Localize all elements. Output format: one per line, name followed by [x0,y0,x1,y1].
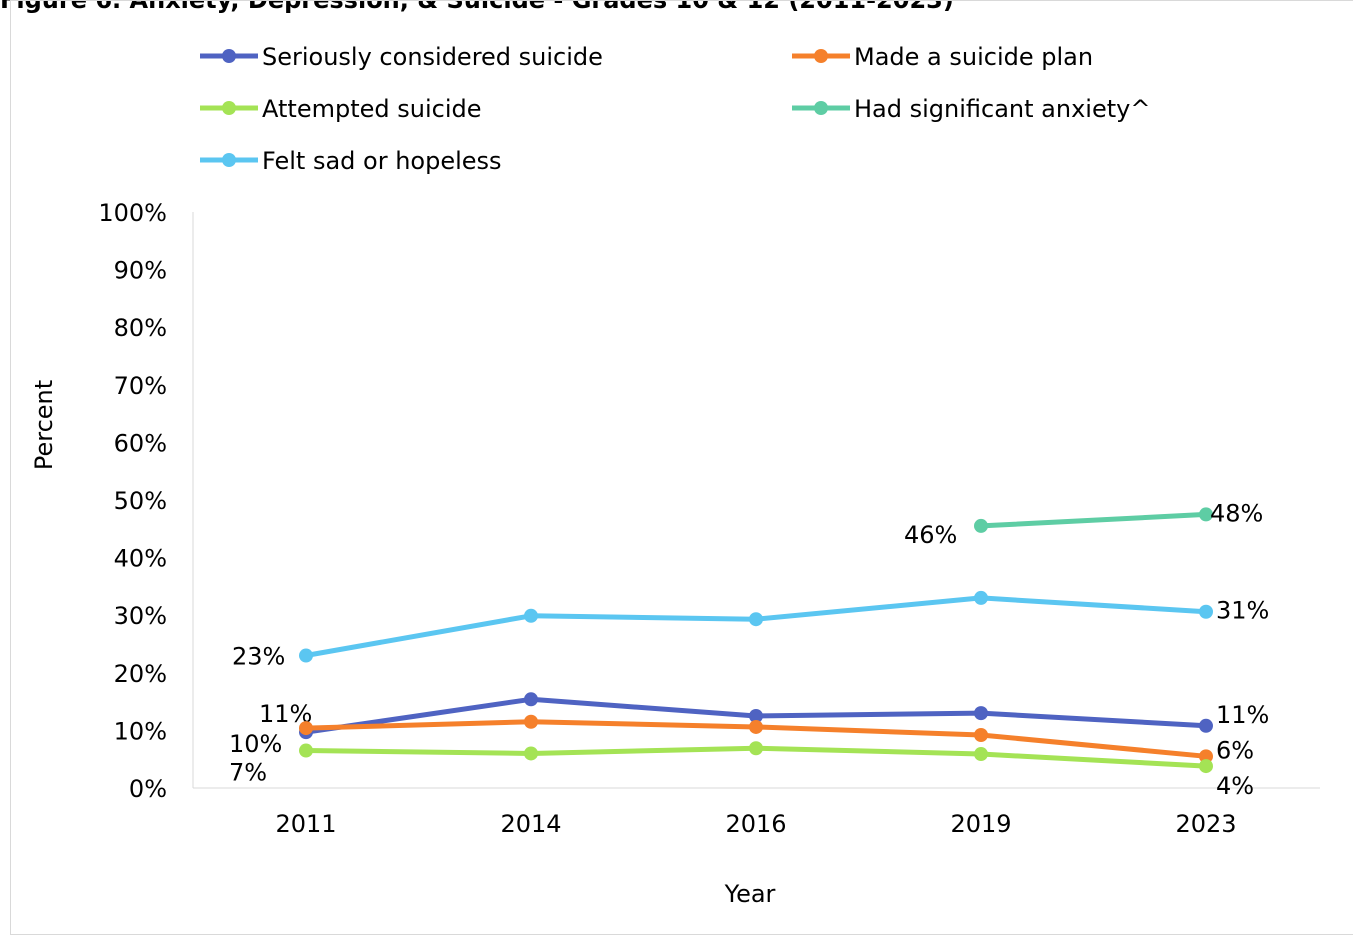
y-tick-label: 40% [114,545,167,573]
y-tick-label: 20% [114,660,167,688]
data-point [974,518,988,533]
data-point [1199,718,1213,733]
data-point [974,590,988,605]
data-label: 4% [1216,772,1254,800]
legend-swatch-marker [222,153,236,167]
legend-swatch-marker [222,49,236,63]
data-point [524,608,538,623]
y-tick-label: 80% [114,314,167,342]
x-tick-label: 2014 [500,810,561,838]
data-point [974,747,988,762]
x-tick-label: 2023 [1175,810,1236,838]
data-point [524,692,538,707]
data-point [1199,604,1213,619]
y-tick-label: 50% [114,487,167,515]
y-tick-label: 100% [98,199,167,227]
x-axis-title: Year [724,880,776,908]
series-line [978,511,1209,529]
x-tick-label: 2016 [725,810,786,838]
data-label: 23% [232,643,285,671]
data-point [749,709,763,723]
series-line [303,595,1209,659]
y-tick-label: 0% [129,775,167,803]
x-tick-label: 2019 [950,810,1011,838]
legend-label: Felt sad or hopeless [262,147,502,175]
data-label: 7% [229,759,267,787]
data-label: 48% [1210,499,1263,527]
data-point [524,714,538,729]
data-label: 31% [1216,597,1269,625]
data-label: 11% [1216,701,1269,729]
legend-label: Seriously considered suicide [262,43,603,71]
data-point [299,743,313,758]
data-point [974,706,988,721]
y-tick-label: 30% [114,602,167,630]
legend-swatch-marker [814,101,828,115]
data-label: 10% [229,730,282,758]
data-point [749,741,763,756]
legend-label: Made a suicide plan [854,43,1093,71]
y-tick-label: 70% [114,372,167,400]
legend-label: Attempted suicide [262,95,481,123]
data-point [1199,759,1213,774]
data-point [1199,749,1213,764]
y-tick-label: 60% [114,429,167,457]
figure-title: Figure 6. Anxiety, Depression, & Suicide… [0,0,954,14]
data-label: 46% [904,521,957,549]
y-axis-title: Percent [30,380,58,470]
data-point [974,728,988,743]
legend-swatch-marker [222,101,236,115]
y-tick-label: 90% [114,257,167,285]
legend-swatch-marker [814,49,828,63]
y-tick-label: 10% [114,717,167,745]
data-point [749,612,763,627]
data-point [299,721,313,736]
data-point [1199,507,1213,522]
data-point [749,719,763,734]
data-point [299,648,313,663]
x-tick-label: 2011 [275,810,336,838]
data-label: 6% [1216,736,1254,764]
legend-label: Had significant anxiety^ [854,95,1150,123]
data-point [524,746,538,761]
